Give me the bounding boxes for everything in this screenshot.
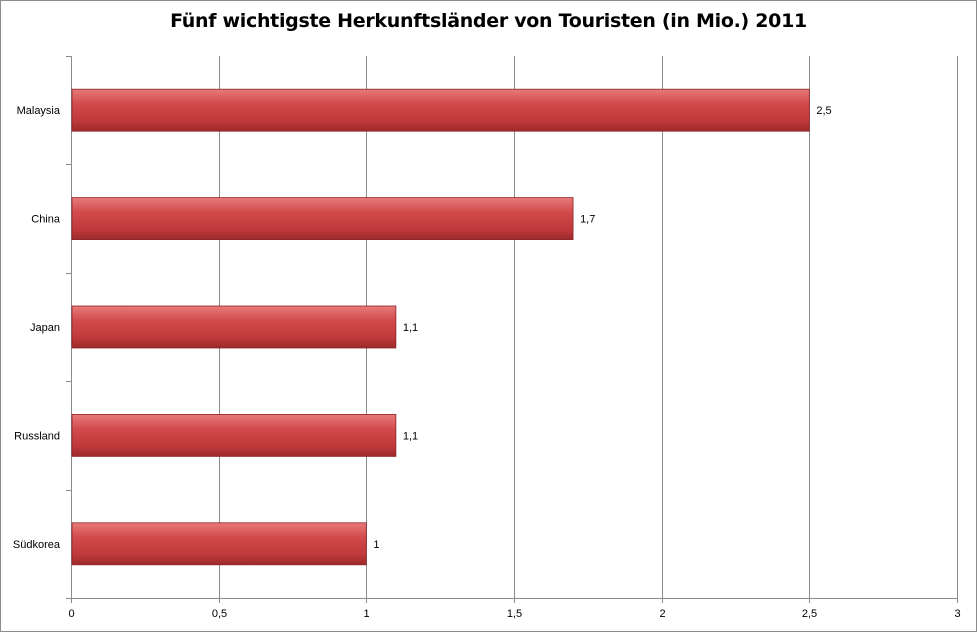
data-label: 1,1 [403, 322, 418, 334]
y-category-label: Russland [14, 430, 60, 442]
bar [71, 88, 810, 132]
data-label: 1 [373, 539, 379, 551]
x-tick-label: 2,5 [802, 608, 817, 620]
x-tick-label: 1 [363, 608, 369, 620]
data-label: 2,5 [816, 105, 831, 117]
x-tick-label: 3 [954, 608, 960, 620]
x-tick-label: 2 [659, 608, 665, 620]
y-category-label: Malaysia [17, 105, 61, 117]
bar [71, 197, 574, 241]
y-category-label: Japan [30, 322, 60, 334]
bar [71, 522, 367, 566]
bar [71, 305, 397, 349]
y-category-label: Südkorea [13, 539, 61, 551]
data-label: 1,7 [580, 214, 595, 226]
x-tick-label: 1,5 [507, 608, 522, 620]
y-category-label: China [31, 214, 61, 226]
x-tick-label: 0 [68, 608, 74, 620]
data-label: 1,1 [403, 430, 418, 442]
chart-title: Fünf wichtigste Herkunftsländer von Tour… [170, 10, 807, 32]
x-tick-label: 0,5 [212, 608, 227, 620]
bar [71, 413, 397, 457]
